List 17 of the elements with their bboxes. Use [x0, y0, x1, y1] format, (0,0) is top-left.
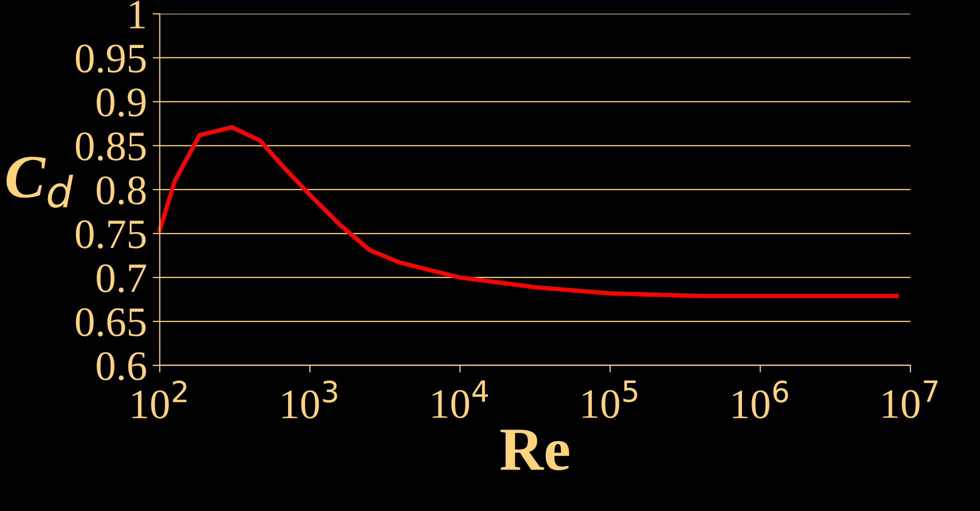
y-tick-label: 0.6: [96, 352, 146, 380]
x-tick-label: 10$^{7}$: [883, 380, 938, 418]
y-tick-label: 1: [130, 0, 145, 28]
x-axis-title: Re: [500, 430, 570, 470]
y-axis-title: C$_{d}$: [6, 156, 74, 208]
y-tick-label: 0.9: [96, 88, 146, 117]
x-tick-label: 10$^{4}$: [432, 380, 488, 418]
y-tick-label: 0.85: [76, 132, 146, 161]
x-tick-label: 10$^{2}$: [132, 380, 186, 419]
x-tick-label: 10$^{3}$: [282, 380, 338, 419]
y-tick-label: 0.95: [76, 44, 146, 73]
x-tick-label: 10$^{5}$: [582, 380, 638, 418]
y-tick-label: 0.7: [96, 264, 146, 293]
x-tick-label: 10$^{6}$: [732, 380, 788, 419]
y-tick-label: 0.75: [76, 220, 146, 249]
y-tick-label: 0.8: [96, 176, 146, 205]
y-tick-label: 0.65: [76, 308, 146, 336]
